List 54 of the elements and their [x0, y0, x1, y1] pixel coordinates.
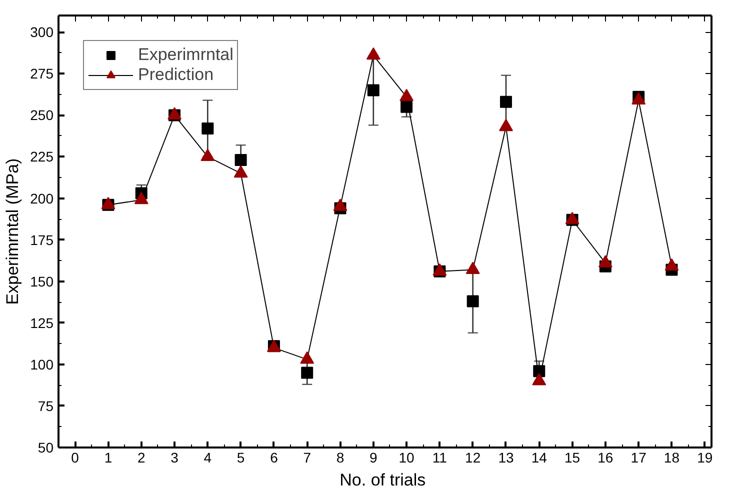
point: [301, 366, 314, 379]
point: [466, 295, 479, 308]
x-tick-label: 8: [336, 450, 344, 466]
point: [664, 258, 679, 271]
x-tick-label: 3: [170, 450, 179, 466]
x-tick-label: 15: [564, 450, 580, 466]
point: [333, 198, 348, 211]
x-tick-label: 7: [303, 450, 312, 466]
point: [400, 88, 414, 102]
y-tick-label: 100: [30, 356, 54, 372]
point: [234, 154, 247, 166]
point: [134, 192, 148, 204]
x-tick-label: 14: [531, 450, 548, 466]
point: [200, 148, 215, 161]
x-tick-label: 13: [498, 450, 514, 466]
x-tick-label: 17: [630, 450, 647, 466]
x-tick-label: 16: [598, 450, 614, 466]
point: [498, 118, 513, 132]
point: [500, 96, 512, 108]
legend-label: Prediction: [138, 65, 214, 85]
x-tick-label: 11: [432, 450, 448, 466]
x-tick-label: 12: [465, 450, 481, 466]
y-axis-title: Experimrntal (MPa): [3, 158, 22, 305]
point: [202, 122, 214, 134]
y-tick-label: 275: [30, 66, 54, 82]
y-tick-label: 150: [30, 273, 54, 290]
x-tick-label: 4: [204, 450, 212, 466]
point: [234, 165, 248, 178]
x-tick-label: 18: [664, 450, 680, 466]
point: [598, 255, 612, 268]
y-tick-label: 250: [30, 107, 54, 124]
x-tick-label: 10: [398, 450, 415, 466]
x-tick-label: 19: [697, 450, 713, 466]
x-tick-label: 2: [137, 450, 146, 466]
y-tick-label: 300: [30, 24, 54, 40]
point: [366, 47, 380, 60]
y-tick-label: 50: [38, 440, 54, 456]
y-tick-label: 75: [38, 398, 54, 414]
x-tick-label: 6: [270, 450, 278, 466]
legend-label: Experimrntal: [138, 45, 234, 65]
y-tick-label: 175: [30, 232, 54, 248]
x-axis-title: No. of trials: [340, 470, 426, 490]
point: [400, 100, 413, 113]
x-tick-label: 9: [370, 450, 378, 466]
point: [466, 262, 480, 274]
y-tick-label: 225: [30, 148, 54, 165]
point: [532, 373, 546, 386]
x-tick-label: 5: [236, 450, 245, 466]
point: [300, 351, 314, 364]
x-tick-label: 0: [71, 450, 80, 466]
point: [367, 84, 380, 96]
x-tick-label: 1: [104, 450, 112, 466]
y-tick-label: 200: [30, 190, 54, 206]
y-tick-label: 125: [30, 314, 54, 331]
